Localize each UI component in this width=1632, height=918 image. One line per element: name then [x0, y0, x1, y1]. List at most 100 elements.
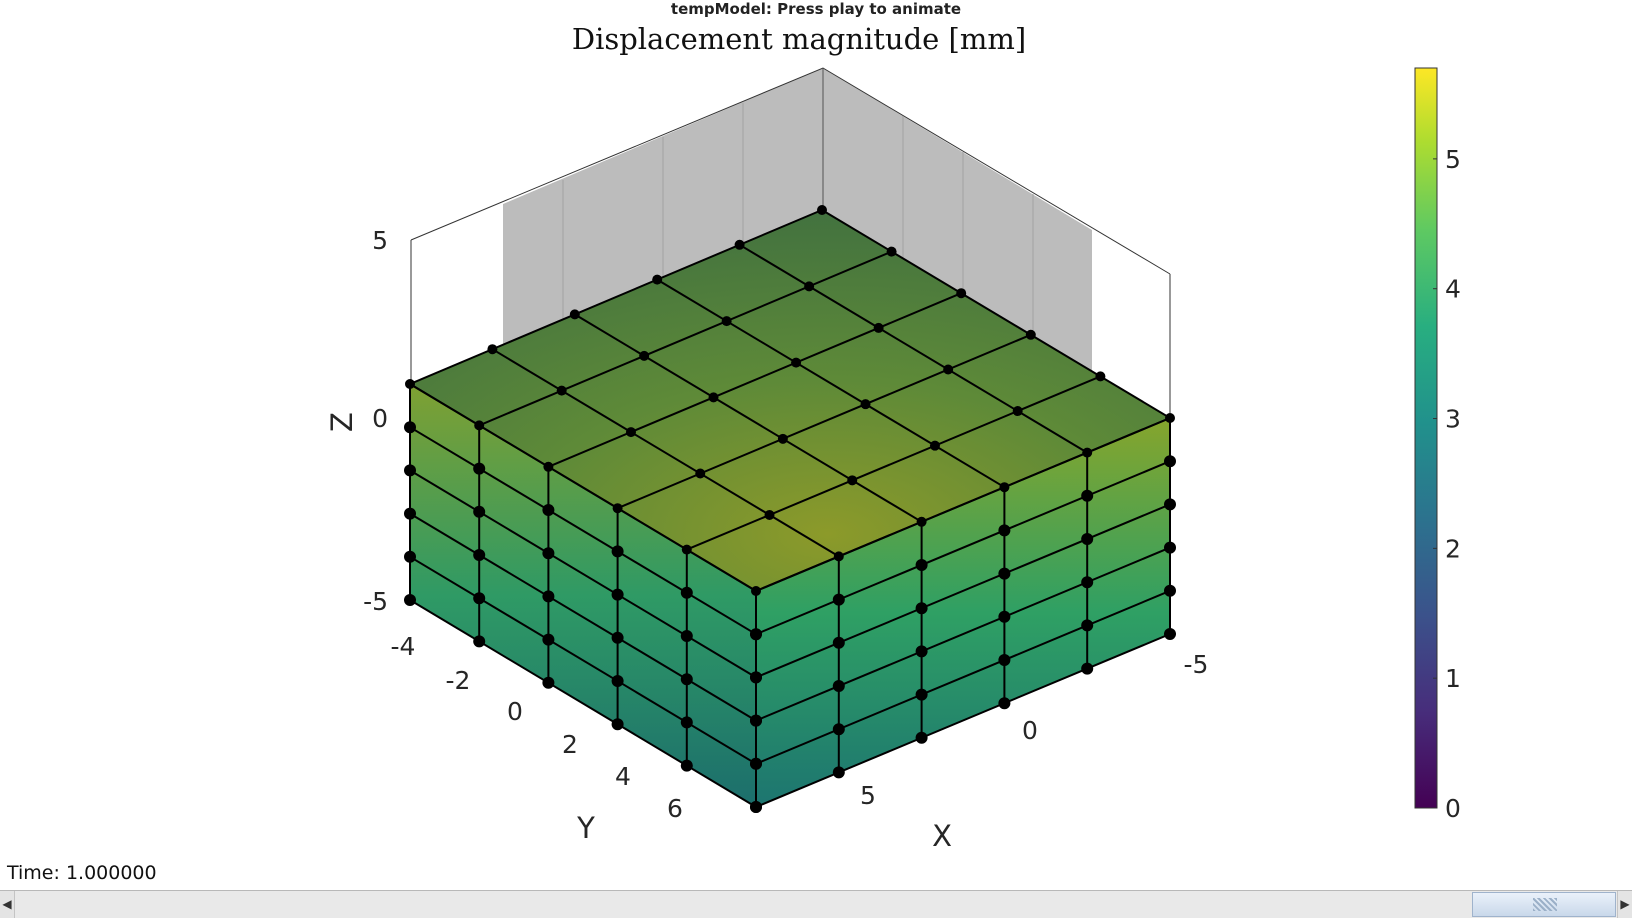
mesh-edge [686, 375, 1101, 551]
mesh-edge [617, 333, 1032, 510]
mesh-node [405, 379, 415, 389]
mesh-node [611, 588, 624, 601]
mesh-node [625, 427, 636, 438]
mesh-node [751, 586, 761, 596]
mesh-node [1095, 371, 1106, 382]
mesh-node [404, 594, 416, 606]
mesh-node [473, 505, 486, 518]
mesh-edge [491, 348, 840, 558]
back-wall-right [823, 68, 1092, 390]
z-tick-label: 5 [372, 226, 388, 255]
mesh-node [750, 757, 762, 770]
time-slider[interactable]: ◀ ▶ [0, 890, 1632, 918]
mesh-node [998, 567, 1011, 580]
mesh-node [832, 636, 845, 649]
mesh-node [680, 673, 693, 686]
mesh-node [542, 504, 555, 516]
mesh-node [612, 503, 623, 514]
mesh-edge [755, 546, 1171, 722]
mesh-node [542, 547, 555, 560]
mesh-node [916, 516, 927, 527]
mesh-node [556, 385, 567, 396]
mesh-node [569, 309, 580, 320]
mesh-node [404, 507, 416, 520]
mesh-node [886, 246, 897, 257]
mesh-node [832, 723, 845, 736]
mesh-node [929, 440, 940, 451]
mesh-node [680, 716, 693, 729]
mesh-node [998, 654, 1011, 666]
mesh-node [750, 671, 762, 684]
mesh-edge [548, 292, 962, 468]
mesh-edge [478, 250, 892, 427]
mesh-node [915, 688, 928, 701]
mesh-node [998, 697, 1011, 710]
slider-left-arrow-icon[interactable]: ◀ [0, 891, 15, 918]
mesh-node [487, 344, 498, 355]
mesh-node [542, 590, 555, 603]
mesh-node [404, 464, 416, 477]
mesh-node [1164, 498, 1176, 511]
mesh-node [847, 475, 858, 486]
mesh-right-face [756, 418, 1170, 807]
mesh-node [680, 630, 693, 642]
mesh-edge [409, 599, 757, 808]
mesh-node [404, 550, 416, 563]
slider-right-arrow-icon[interactable]: ▶ [1617, 891, 1632, 918]
mesh-node [611, 631, 624, 644]
mesh-node [1164, 628, 1176, 640]
plot-title: Displacement magnitude [mm] [571, 22, 1027, 56]
colorbar: 0 1 2 3 4 5 [1414, 67, 1461, 823]
mesh-edge [755, 503, 1171, 679]
mesh-edge [755, 417, 1171, 592]
mesh-node [1081, 489, 1094, 502]
mesh-scene [404, 67, 1176, 813]
colorbar-tick-label: 1 [1445, 664, 1461, 693]
mesh-node [1081, 533, 1094, 545]
colorbar-tick-label: 3 [1445, 405, 1461, 434]
slider-thumb[interactable] [1472, 892, 1616, 917]
colorbar-tick-label: 4 [1445, 275, 1461, 304]
mesh-node [474, 420, 485, 431]
mesh-node [832, 766, 845, 779]
mesh-node [680, 586, 693, 599]
mesh-node [915, 559, 928, 571]
mesh-edge [409, 426, 757, 636]
mesh-edge [755, 633, 1171, 808]
mesh-node [543, 461, 554, 472]
mesh-node [611, 718, 624, 731]
mesh-node [817, 205, 827, 215]
mesh-node [1025, 329, 1036, 340]
mesh-node [1012, 406, 1023, 417]
mesh-edge [656, 278, 1005, 489]
mesh-node [1164, 541, 1176, 554]
mesh-node [915, 602, 928, 615]
mesh-node [473, 549, 486, 561]
mesh-node [750, 628, 762, 641]
mesh-node [542, 676, 555, 689]
y-tick-label: -2 [446, 666, 471, 695]
mesh-edge [409, 209, 823, 385]
mesh-node [750, 801, 762, 813]
y-axis-label: Y [576, 811, 595, 845]
y-tick-label: 6 [667, 794, 683, 823]
mesh-edge [739, 243, 1088, 454]
mesh-edge [574, 313, 923, 523]
mesh-node [832, 593, 845, 606]
y-tick-label: 2 [562, 730, 578, 759]
mesh-node [542, 633, 555, 646]
mesh-node [473, 592, 486, 605]
mesh-node [999, 482, 1010, 493]
mesh-edge [755, 589, 1171, 765]
mesh-node [1081, 662, 1094, 675]
mesh-edge [409, 555, 757, 765]
mesh-node [639, 350, 650, 361]
mesh-left-face [410, 384, 756, 807]
mesh-edge [409, 512, 757, 722]
mesh-node [943, 364, 954, 375]
colorbar-gradient [1414, 67, 1438, 809]
colorbar-tick-label: 2 [1445, 534, 1461, 563]
mesh-node [777, 433, 788, 444]
